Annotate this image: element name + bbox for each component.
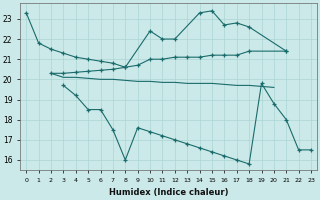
X-axis label: Humidex (Indice chaleur): Humidex (Indice chaleur) [109, 188, 228, 197]
